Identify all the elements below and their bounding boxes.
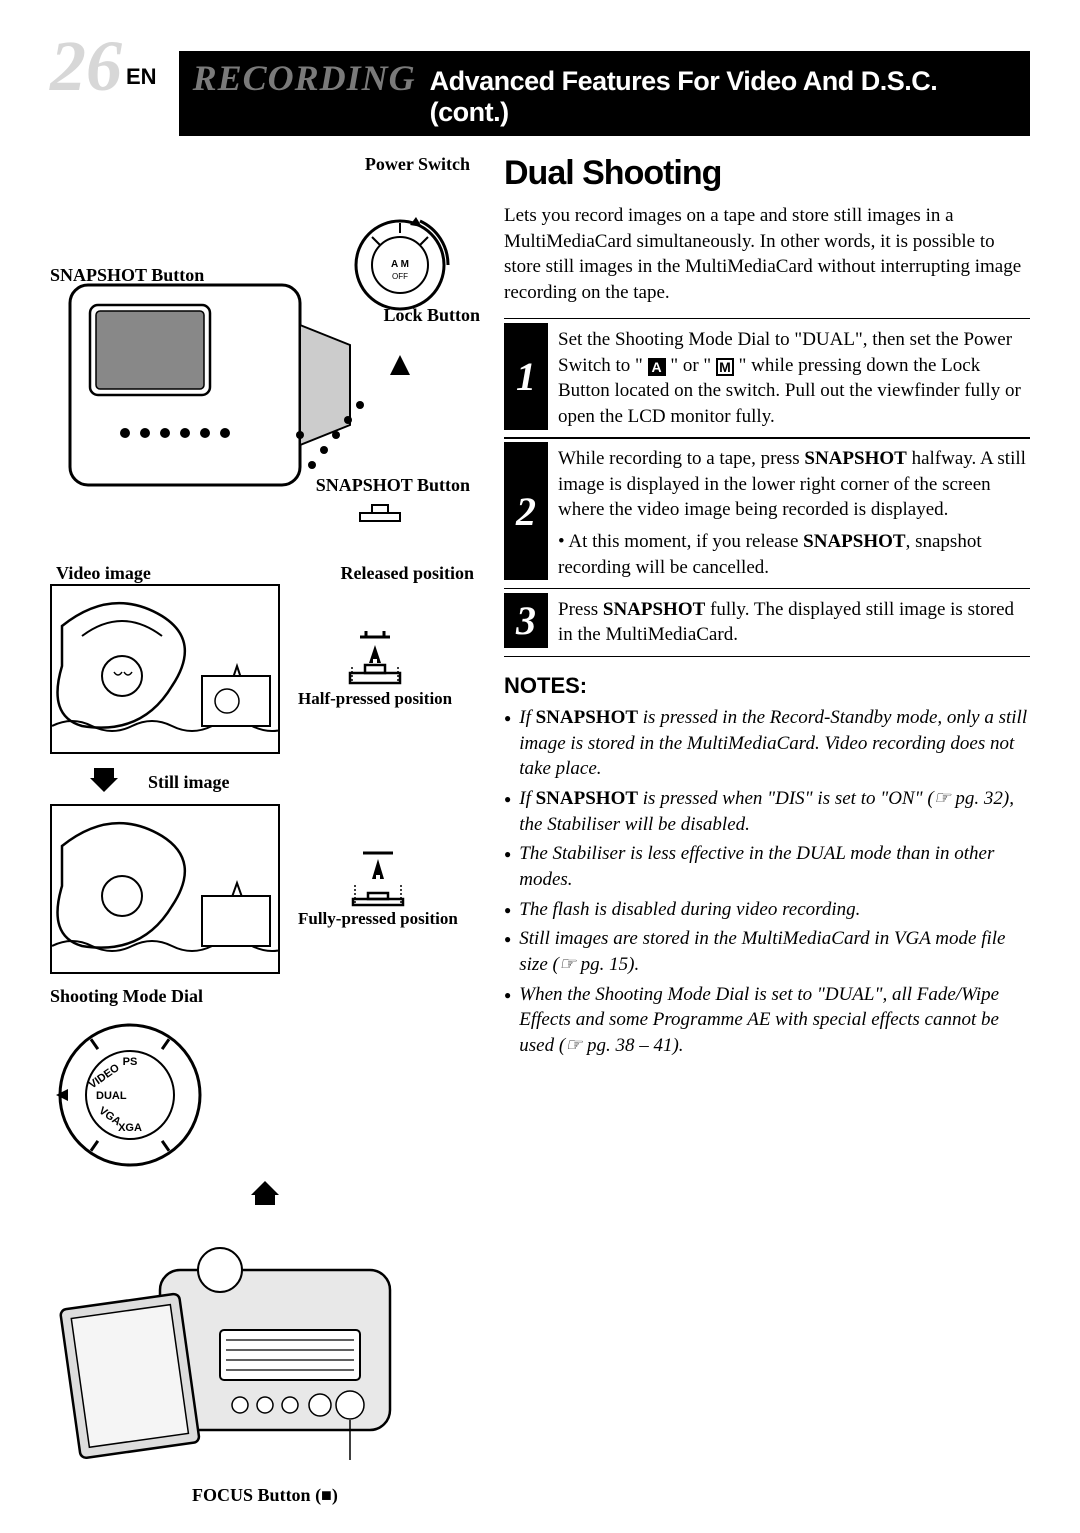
notes-list: If SNAPSHOT is pressed in the Record-Sta… <box>504 705 1030 1058</box>
step-number: 2 <box>504 442 548 580</box>
half-pressed-label: Half-pressed position <box>298 689 452 709</box>
arrow-up-icon <box>50 1181 480 1214</box>
button-icon-half <box>340 629 410 689</box>
step-body: Set the Shooting Mode Dial to "DUAL", th… <box>558 323 1030 430</box>
video-preview-1 <box>50 584 280 754</box>
page-number: 26 <box>50 30 122 102</box>
language-code: EN <box>126 64 157 90</box>
note-item: When the Shooting Mode Dial is set to "D… <box>504 982 1030 1059</box>
down-arrow-icon <box>90 764 118 800</box>
shooting-mode-dial: PS VIDEO DUAL VGA XGA <box>50 1015 210 1175</box>
note-item: If SNAPSHOT is pressed in the Record-Sta… <box>504 705 1030 782</box>
note-item: The Stabiliser is less effective in the … <box>504 841 1030 892</box>
lock-button-label: Lock Button <box>383 305 480 326</box>
m-mode-icon: M <box>716 358 734 376</box>
intro-text: Lets you record images on a tape and sto… <box>504 203 1030 306</box>
a-mode-icon: A <box>648 358 666 376</box>
left-column: Power Switch <box>50 154 480 1506</box>
power-switch-label: Power Switch <box>50 154 470 175</box>
section-title: Dual Shooting <box>504 154 1030 193</box>
released-position-label: Released position <box>340 563 474 584</box>
video-preview-2 <box>50 804 280 974</box>
step-body: While recording to a tape, press SNAPSHO… <box>558 442 1030 580</box>
note-item: Still images are stored in the MultiMedi… <box>504 926 1030 977</box>
title-text: Advanced Features For Video And D.S.C. (… <box>430 66 1016 128</box>
shooting-mode-dial-label: Shooting Mode Dial <box>50 986 480 1007</box>
svg-text:OFF: OFF <box>392 272 408 281</box>
svg-text:XGA: XGA <box>118 1122 142 1134</box>
right-column: Dual Shooting Lets you record images on … <box>504 154 1030 1506</box>
step-number: 1 <box>504 323 548 430</box>
step-3: 3 Press SNAPSHOT fully. The displayed st… <box>504 588 1030 657</box>
step-2: 2 While recording to a tape, press SNAPS… <box>504 437 1030 589</box>
snapshot-button-label-2: SNAPSHOT Button <box>316 475 470 496</box>
step-1: 1 Set the Shooting Mode Dial to "DUAL", … <box>504 318 1030 439</box>
fully-pressed-label: Fully-pressed position <box>298 909 458 929</box>
note-item: The flash is disabled during video recor… <box>504 897 1030 923</box>
focus-button-label: FOCUS Button (■) <box>50 1485 480 1506</box>
svg-text:A M: A M <box>391 259 409 270</box>
camera-top-illustration: A M OFF <box>50 175 480 555</box>
note-item: If SNAPSHOT is pressed when "DIS" is set… <box>504 786 1030 837</box>
title-bar: RECORDING Advanced Features For Video An… <box>179 51 1030 136</box>
snapshot-button-label: SNAPSHOT Button <box>50 265 204 286</box>
button-icon-full <box>343 849 413 909</box>
step-body: Press SNAPSHOT fully. The displayed stil… <box>558 593 1030 648</box>
video-image-label: Video image <box>56 563 151 584</box>
recording-label: RECORDING <box>193 57 416 99</box>
svg-text:PS: PS <box>123 1056 138 1068</box>
camera-bottom-illustration <box>50 1220 480 1485</box>
page-header: 26 EN RECORDING Advanced Features For Vi… <box>50 30 1030 136</box>
notes-heading: NOTES: <box>504 673 1030 699</box>
still-image-label: Still image <box>148 772 230 793</box>
svg-text:DUAL: DUAL <box>96 1090 127 1102</box>
step-number: 3 <box>504 593 548 648</box>
